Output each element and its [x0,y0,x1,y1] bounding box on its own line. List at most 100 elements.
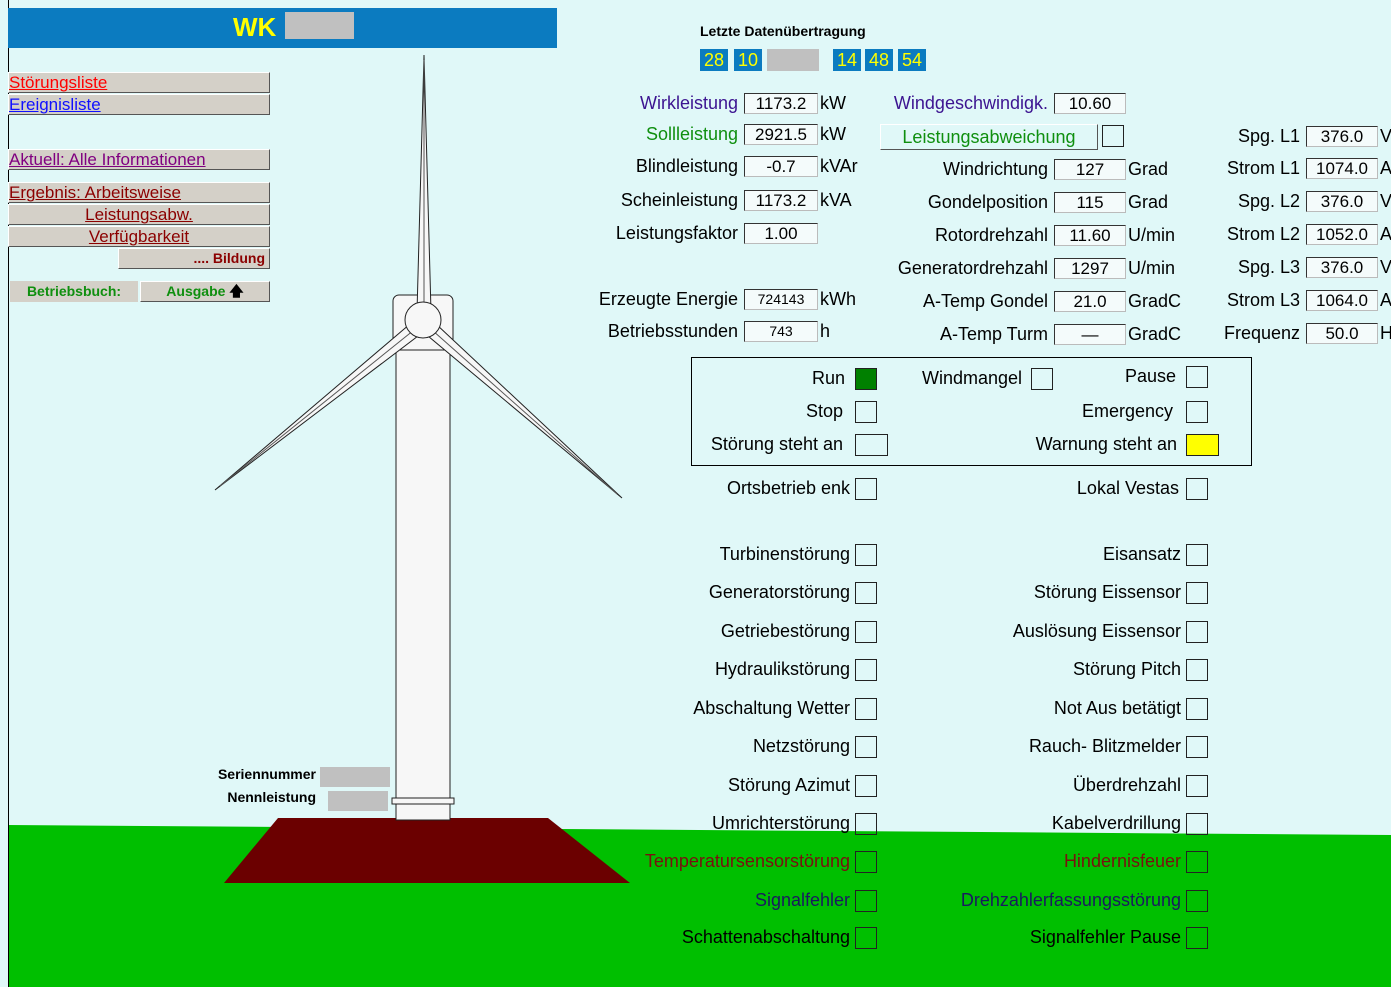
menu-button[interactable]: Ergebnis: Arbeitsweise [8,182,270,203]
field-label: Generatordrehzahl [898,257,1048,279]
status-indicator [1186,478,1208,500]
menu-button[interactable]: Aktuell: Alle Informationen [8,149,270,170]
logbook-label: Betriebsbuch: [10,281,138,302]
status-label: Lokal Vestas [1077,477,1179,499]
field-value: 376.0 [1306,257,1378,278]
field-value: 10.60 [1054,93,1126,114]
fault-indicator [855,698,877,720]
field-value: 2921.5 [744,124,818,145]
field-label: Strom L1 [1227,157,1300,179]
fault-label: Hydraulikstörung [715,658,850,680]
field-label: Wirkleistung [640,92,738,114]
field-value: 376.0 [1306,126,1378,147]
field-value: 115 [1054,192,1126,213]
fault-label: Not Aus betätigt [1054,697,1181,719]
field-label: Betriebsstunden [608,320,738,342]
deviation-button[interactable]: Leistungsabweichung [880,124,1098,150]
logbook-button[interactable]: Ausgabe 🡅 [140,281,270,302]
fault-indicator [1186,736,1208,758]
field-unit: A [1380,289,1391,311]
fault-label: Hindernisfeuer [1064,850,1181,872]
transfer-label: Letzte Datenübertragung [700,22,866,40]
field-label: Erzeugte Energie [599,288,738,310]
status-label: Ortsbetrieb enk [727,477,850,499]
redacted [320,767,390,787]
fault-label: Netzstörung [753,735,850,757]
menu-button[interactable]: Verfügbarkeit [8,226,270,247]
field-label: Windrichtung [943,158,1048,180]
redacted [328,791,388,811]
menu-button[interactable]: Störungsliste [8,72,270,93]
fault-indicator [855,775,877,797]
screen: WK Letzte Datenübertragung Seriennummer … [0,0,1391,987]
fault-label: Störung Azimut [728,774,850,796]
field-value: 1074.0 [1306,158,1378,179]
rating-label: Nennleistung [205,789,316,805]
fault-label: Abschaltung Wetter [693,697,850,719]
fault-indicator [1186,851,1208,873]
field-unit: GradC [1128,323,1181,345]
fault-indicator [1186,775,1208,797]
fault-label: Überdrehzahl [1073,774,1181,796]
field-value: 50.0 [1306,323,1378,344]
header-title: WK [233,12,276,42]
blade-line [220,330,414,486]
field-unit: U/min [1128,224,1175,246]
status-indicator [855,434,888,456]
field-label: Rotordrehzahl [935,224,1048,246]
status-label: Störung steht an [711,433,843,455]
redacted [767,49,819,71]
fault-label: Umrichterstörung [712,812,850,834]
field-label: Leistungsfaktor [616,222,738,244]
fault-indicator [855,544,877,566]
fault-label: Schattenabschaltung [682,926,850,948]
field-label: Spg. L3 [1238,256,1300,278]
menu-button[interactable]: Leistungsabw. [8,204,270,225]
field-unit: h [820,320,830,342]
fault-indicator [855,851,877,873]
hub [405,302,441,338]
status-label: Windmangel [922,367,1022,389]
field-unit: Grad [1128,158,1168,180]
up-arrow: 🡅 [229,283,243,299]
status-indicator [1186,434,1219,456]
field-unit: A [1380,157,1391,179]
status-label: Warnung steht an [1036,433,1177,455]
status-label: Emergency [1082,400,1173,422]
field-unit: kW [820,92,846,114]
field-value: 1.00 [744,223,818,244]
transfer-field: 10 [734,49,762,71]
foundation [224,818,630,883]
field-unit: Grad [1128,191,1168,213]
fault-label: Störung Eissensor [1034,581,1181,603]
blade [428,324,622,498]
menu-button[interactable]: .... Bildung [118,248,270,269]
fault-label: Auslösung Eissensor [1013,620,1181,642]
tower [396,340,450,820]
field-value: 724143 [744,289,818,310]
deviation-check [1102,125,1124,147]
fault-label: Rauch- Blitzmelder [1029,735,1181,757]
fault-indicator [855,890,877,912]
fault-indicator [855,927,877,949]
fault-label: Störung Pitch [1073,658,1181,680]
field-label: Sollleistung [646,123,738,145]
status-indicator [855,368,877,390]
field-value: 11.60 [1054,225,1126,246]
status-indicator [1186,366,1208,388]
fault-label: Turbinenstörung [720,543,850,565]
status-label: Stop [806,400,843,422]
field-value: 1064.0 [1306,290,1378,311]
status-indicator [855,478,877,500]
fault-indicator [1186,582,1208,604]
status-label: Run [812,367,845,389]
fault-indicator [1186,813,1208,835]
fault-indicator [1186,621,1208,643]
menu-button[interactable]: Ereignisliste [8,94,270,115]
field-unit: V [1380,125,1391,147]
field-label: Blindleistung [636,155,738,177]
fault-indicator [855,736,877,758]
tower-flange [392,798,454,804]
field-unit: kVA [820,189,852,211]
fault-label: Getriebestörung [721,620,850,642]
